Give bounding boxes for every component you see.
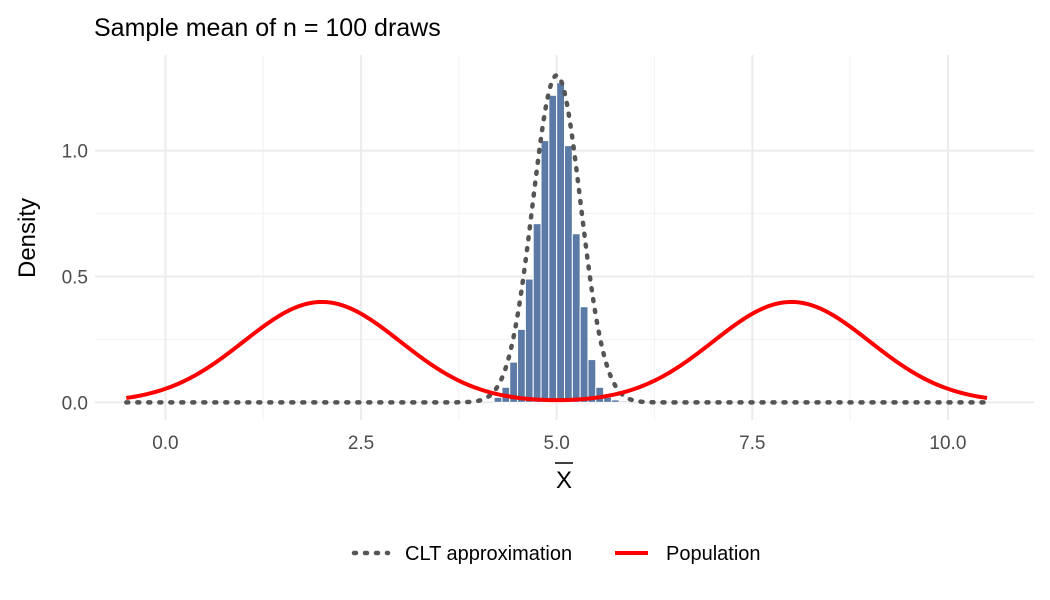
x-tick-label: 7.5	[739, 433, 765, 454]
chart-title: Sample mean of n = 100 draws	[94, 14, 441, 42]
y-axis-label: Density	[14, 198, 41, 278]
x-axis-title: X	[554, 462, 574, 494]
y-tick-label: 0.0	[62, 393, 88, 414]
x-axis-ticks: 0.0 2.5 5.0 7.5 10.0	[152, 433, 966, 454]
x-tick-label: 10.0	[929, 433, 966, 454]
histogram-bar	[540, 140, 550, 403]
x-tick-label: 0.0	[152, 433, 178, 454]
legend-label-clt: CLT approximation	[405, 543, 572, 565]
y-tick-label: 0.5	[62, 268, 88, 289]
population-line	[125, 299, 988, 403]
histogram-bar	[524, 278, 534, 403]
clt-approximation-line	[124, 72, 990, 405]
histogram-bar	[548, 94, 558, 403]
y-tick-label: 1.0	[62, 142, 88, 163]
histogram-bar	[587, 359, 597, 403]
histogram-bar	[579, 306, 589, 403]
histogram-bar	[493, 396, 503, 403]
histogram-bar	[564, 145, 573, 403]
histogram-bar	[556, 82, 565, 403]
y-axis-ticks: 0.0 0.5 1.0	[62, 142, 88, 415]
legend: CLT approximation Population	[351, 543, 761, 565]
x-tick-label: 2.5	[348, 433, 374, 454]
histogram-bar	[618, 400, 628, 403]
density-lines	[124, 72, 990, 405]
histogram-bar	[610, 399, 620, 403]
histogram-bar	[571, 233, 581, 403]
x-axis-label: X	[556, 467, 572, 494]
histogram-bar	[517, 328, 526, 403]
x-tick-label: 5.0	[543, 433, 569, 454]
legend-label-population: Population	[666, 543, 761, 565]
histogram	[493, 82, 628, 403]
histogram-bar	[532, 223, 542, 403]
